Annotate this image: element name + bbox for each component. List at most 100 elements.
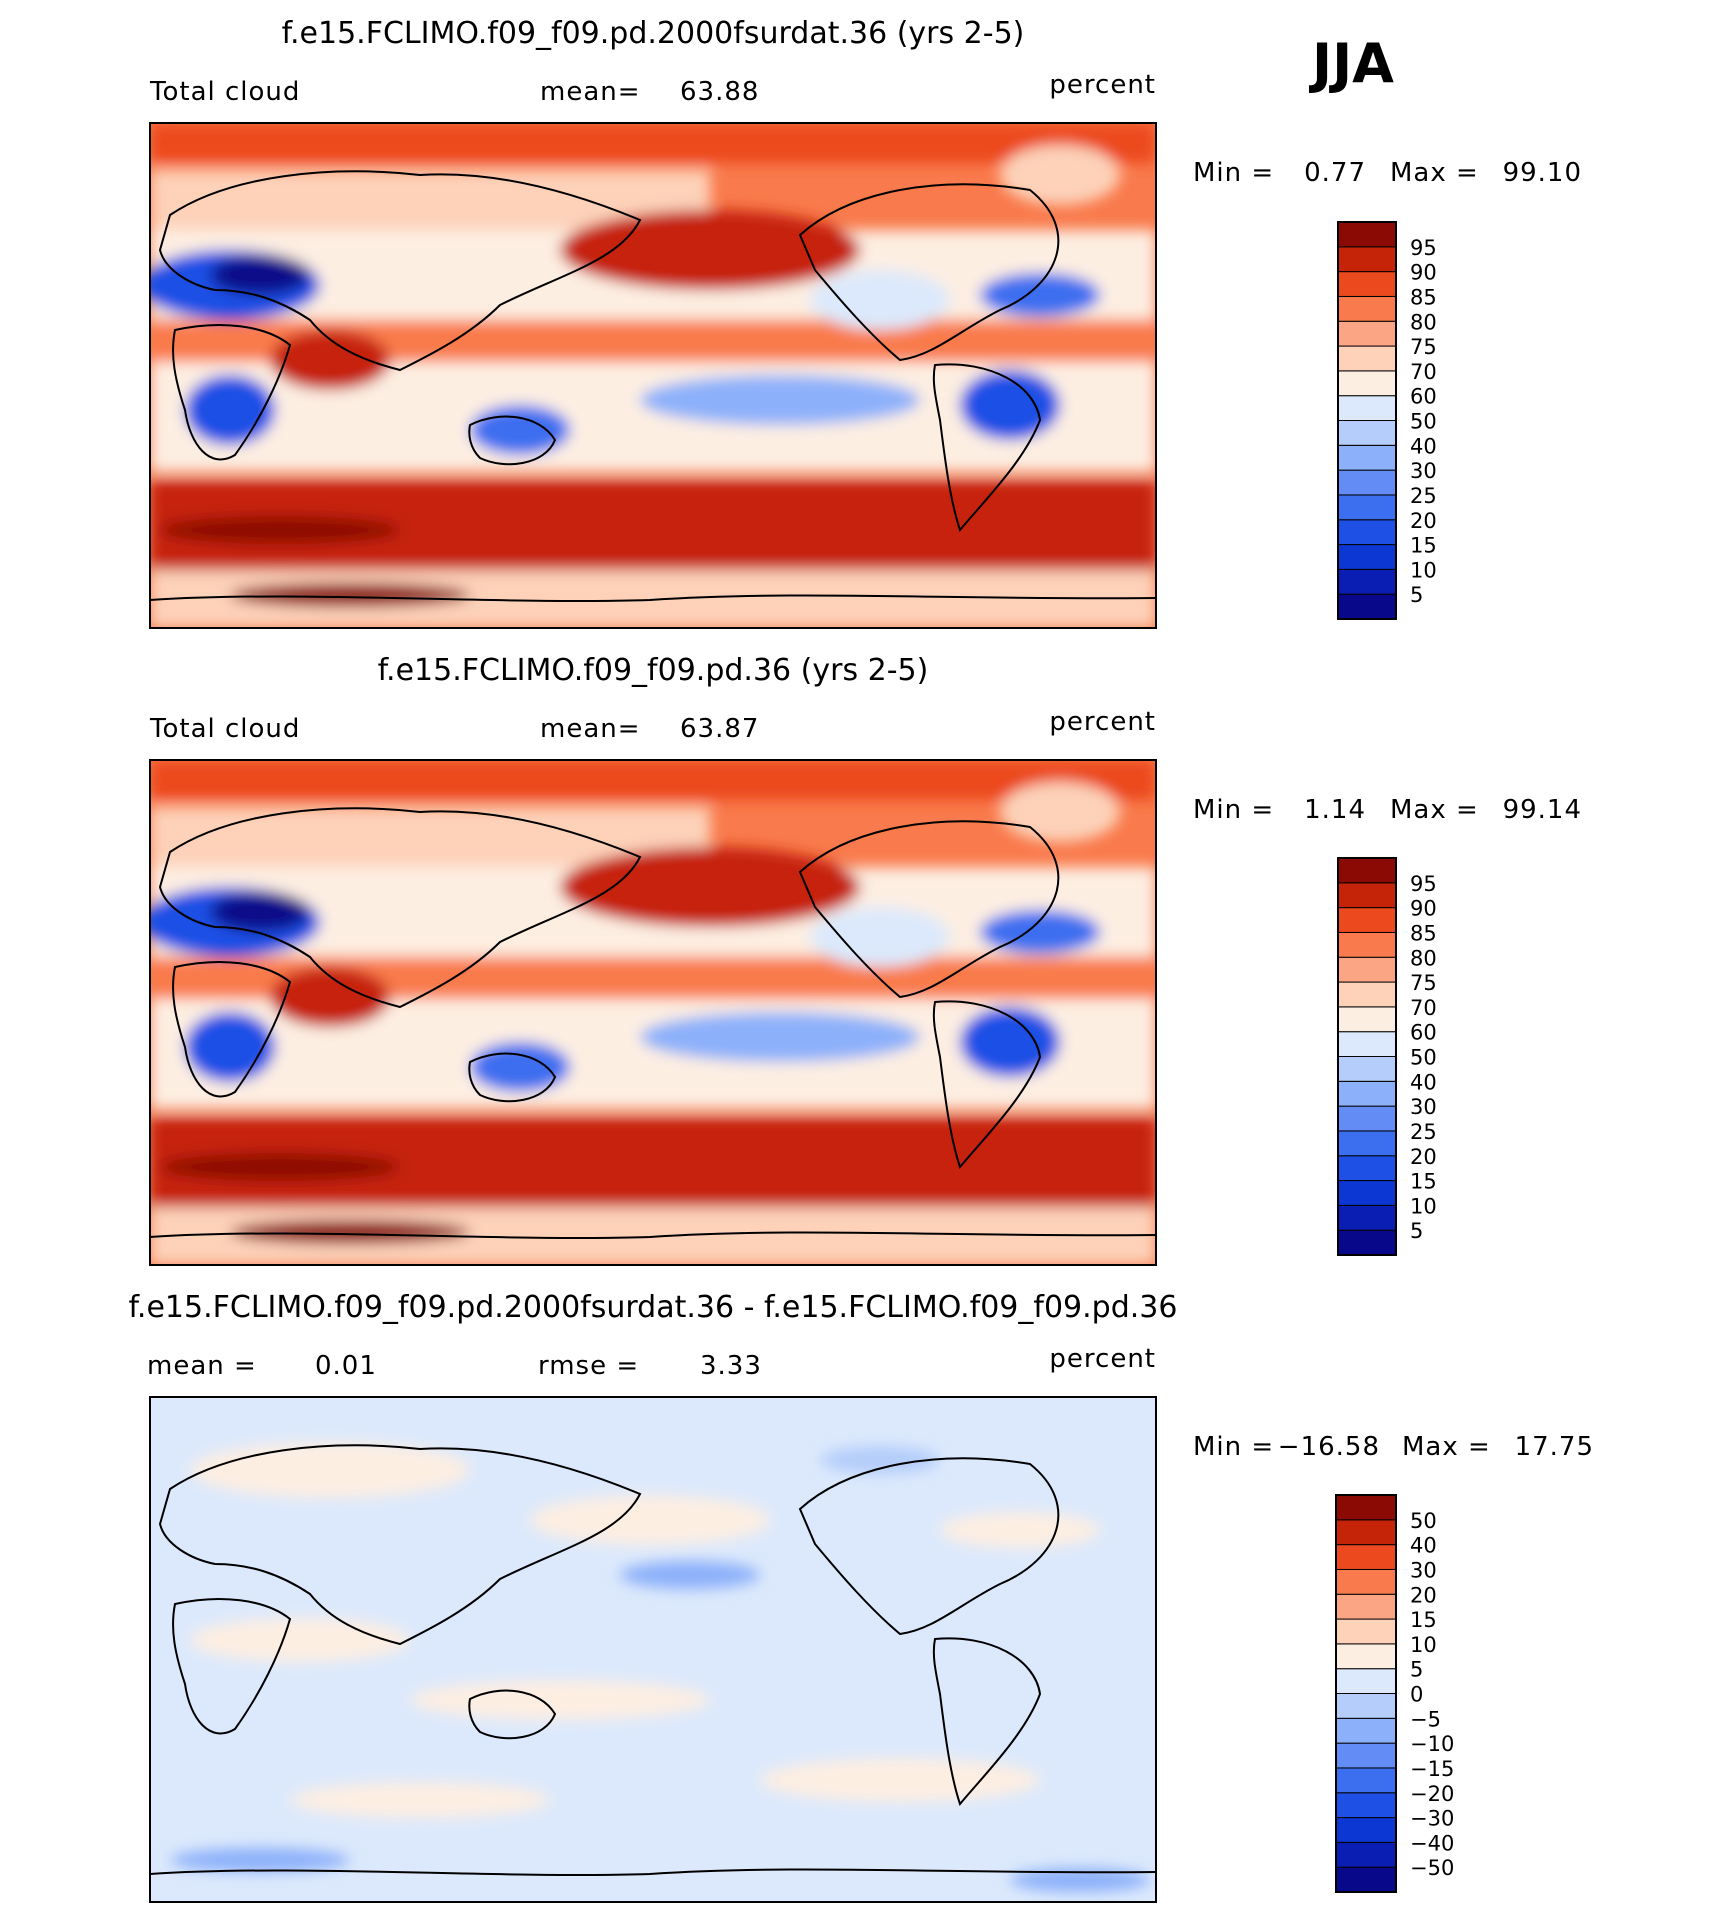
colorbar-1-tick-11: 80 <box>1410 310 1437 334</box>
panel-3: f.e15.FCLIMO.f09_f09.pd.2000fsurdat.36 -… <box>129 1290 1593 1903</box>
colorbar-2-box-0 <box>1337 1229 1397 1256</box>
colorbar-3-tick-11: 20 <box>1410 1583 1437 1607</box>
colorbar-3-tick-2: −30 <box>1410 1807 1454 1831</box>
panel-3-anom-11 <box>1010 1868 1150 1892</box>
panel-2-south-pacific <box>640 1012 920 1062</box>
colorbar-1-tick-13: 90 <box>1410 261 1437 285</box>
colorbar-2-tick-5: 30 <box>1410 1095 1437 1119</box>
panel-1-southern-dark <box>160 516 400 544</box>
panel-3-mean-value: 0.01 <box>315 1351 377 1381</box>
panel-1-south-africa <box>185 375 275 445</box>
colorbar-1-box-12 <box>1337 295 1397 322</box>
colorbar-2-box-8 <box>1337 1031 1397 1057</box>
panel-2: f.e15.FCLIMO.f09_f09.pd.36 (yrs 2-5) Tot… <box>149 653 1582 1266</box>
colorbar-1-box-14 <box>1337 246 1397 273</box>
panel-2-coastlines <box>150 807 1156 1240</box>
colorbar-1-tick-10: 75 <box>1410 335 1437 359</box>
colorbar-2-tick-8: 60 <box>1410 1021 1437 1045</box>
colorbar-1-tick-9: 70 <box>1410 360 1437 384</box>
panel-3-coastlines <box>150 1444 1156 1877</box>
colorbar-2-tick-0: 5 <box>1410 1219 1423 1243</box>
colorbar-2-tick-12: 85 <box>1410 921 1437 945</box>
colorbar-1-tick-14: 95 <box>1410 236 1437 260</box>
panel-3-map <box>150 1397 1156 1902</box>
colorbar-3-box-11 <box>1335 1593 1397 1620</box>
colorbar-3-box-0 <box>1335 1866 1397 1893</box>
colorbar-1-box-10 <box>1337 345 1397 372</box>
panel-1-coast-australia <box>468 415 557 466</box>
panel-2-map <box>150 760 1156 1265</box>
panel-2-south-africa <box>185 1012 275 1082</box>
panel-1-north-america <box>810 270 950 330</box>
colorbar-3-box-2 <box>1335 1817 1397 1843</box>
colorbar-2-tick-9: 70 <box>1410 996 1437 1020</box>
panel-1-mean-label: mean= <box>540 77 641 107</box>
colorbar-1-tick-8: 60 <box>1410 385 1437 409</box>
panel-3-min-label: Min = <box>1193 1432 1274 1462</box>
panel-1-units: percent <box>1049 70 1156 100</box>
panel-3-anom-4 <box>820 1446 940 1474</box>
panel-1-min-value: 0.77 <box>1304 158 1366 188</box>
colorbar-2-tick-11: 80 <box>1410 946 1437 970</box>
panel-1-coast-antarctica <box>150 594 1156 603</box>
panel-2-max-value: 99.14 <box>1503 795 1582 825</box>
colorbar-3-tick-5: −10 <box>1410 1732 1454 1756</box>
panel-1-brazil <box>960 370 1060 440</box>
colorbar-2-box-5 <box>1337 1105 1397 1132</box>
panel-2-units: percent <box>1049 707 1156 737</box>
colorbar-3-box-8 <box>1335 1668 1397 1694</box>
panel-2-max-label: Max = <box>1390 795 1479 825</box>
panel-1-south-pacific <box>640 375 920 425</box>
panel-2-coast-south-america <box>932 1000 1042 1170</box>
panel-2-coast-africa <box>172 961 292 1098</box>
panel-1-coast-africa <box>172 324 292 461</box>
panel-1: f.e15.FCLIMO.f09_f09.pd.2000fsurdat.36 (… <box>149 16 1582 629</box>
colorbar-3-box-10 <box>1335 1618 1397 1645</box>
colorbar-1-tick-4: 25 <box>1410 484 1437 508</box>
colorbar-2-box-11 <box>1337 956 1397 983</box>
colorbar-2-tick-10: 75 <box>1410 971 1437 995</box>
panel-1-max-value: 99.10 <box>1503 158 1582 188</box>
colorbar-2-tick-3: 20 <box>1410 1145 1437 1169</box>
colorbar-3-box-9 <box>1335 1643 1397 1670</box>
colorbar-1-box-4 <box>1337 494 1397 521</box>
colorbar-1-tick-5: 30 <box>1410 459 1437 483</box>
panel-1-australia <box>470 405 570 455</box>
panel-2-min-value: 1.14 <box>1304 795 1366 825</box>
panel-1-map <box>150 123 1156 628</box>
colorbar-1-box-3 <box>1337 519 1397 546</box>
colorbar-2-tick-14: 95 <box>1410 872 1437 896</box>
panel-3-max-label: Max = <box>1402 1432 1491 1462</box>
colorbar-2-tick-2: 15 <box>1410 1170 1437 1194</box>
colorbar-3-box-15 <box>1335 1494 1397 1521</box>
colorbar-3-tick-14: 50 <box>1410 1509 1437 1533</box>
panel-3-coast-africa <box>172 1598 292 1735</box>
colorbar-2-box-10 <box>1337 981 1397 1008</box>
panel-1-arctic-band <box>150 123 1156 163</box>
panel-2-coast-north-america <box>798 820 1060 999</box>
colorbar-1-box-9 <box>1337 370 1397 397</box>
colorbar-1-box-15 <box>1337 221 1397 248</box>
colorbar-2-tick-13: 90 <box>1410 897 1437 921</box>
colorbar-3-box-12 <box>1335 1568 1397 1595</box>
colorbar-3-tick-13: 40 <box>1410 1534 1437 1558</box>
panel-2-north-america <box>810 907 950 967</box>
colorbar-3-tick-9: 10 <box>1410 1633 1437 1657</box>
panel-1-antarctica-dark <box>230 583 470 607</box>
colorbar-2-box-4 <box>1337 1130 1397 1157</box>
colorbar-1-box-7 <box>1337 420 1397 446</box>
colorbar-3-tick-7: 0 <box>1410 1683 1423 1707</box>
panel-3-map-frame <box>149 1396 1157 1903</box>
colorbar-1-box-8 <box>1337 395 1397 421</box>
panel-1-max-label: Max = <box>1390 158 1479 188</box>
colorbar-1-box-2 <box>1337 544 1397 570</box>
colorbar-3-box-1 <box>1335 1841 1397 1868</box>
colorbar-2-box-15 <box>1337 857 1397 884</box>
panel-3-coast-antarctica <box>150 1868 1156 1877</box>
panel-2-title: f.e15.FCLIMO.f09_f09.pd.36 (yrs 2-5) <box>378 653 929 688</box>
panel-3-anom-2 <box>530 1495 770 1545</box>
panel-1-mean-value: 63.88 <box>680 77 759 107</box>
colorbar-3-box-4 <box>1335 1767 1397 1794</box>
